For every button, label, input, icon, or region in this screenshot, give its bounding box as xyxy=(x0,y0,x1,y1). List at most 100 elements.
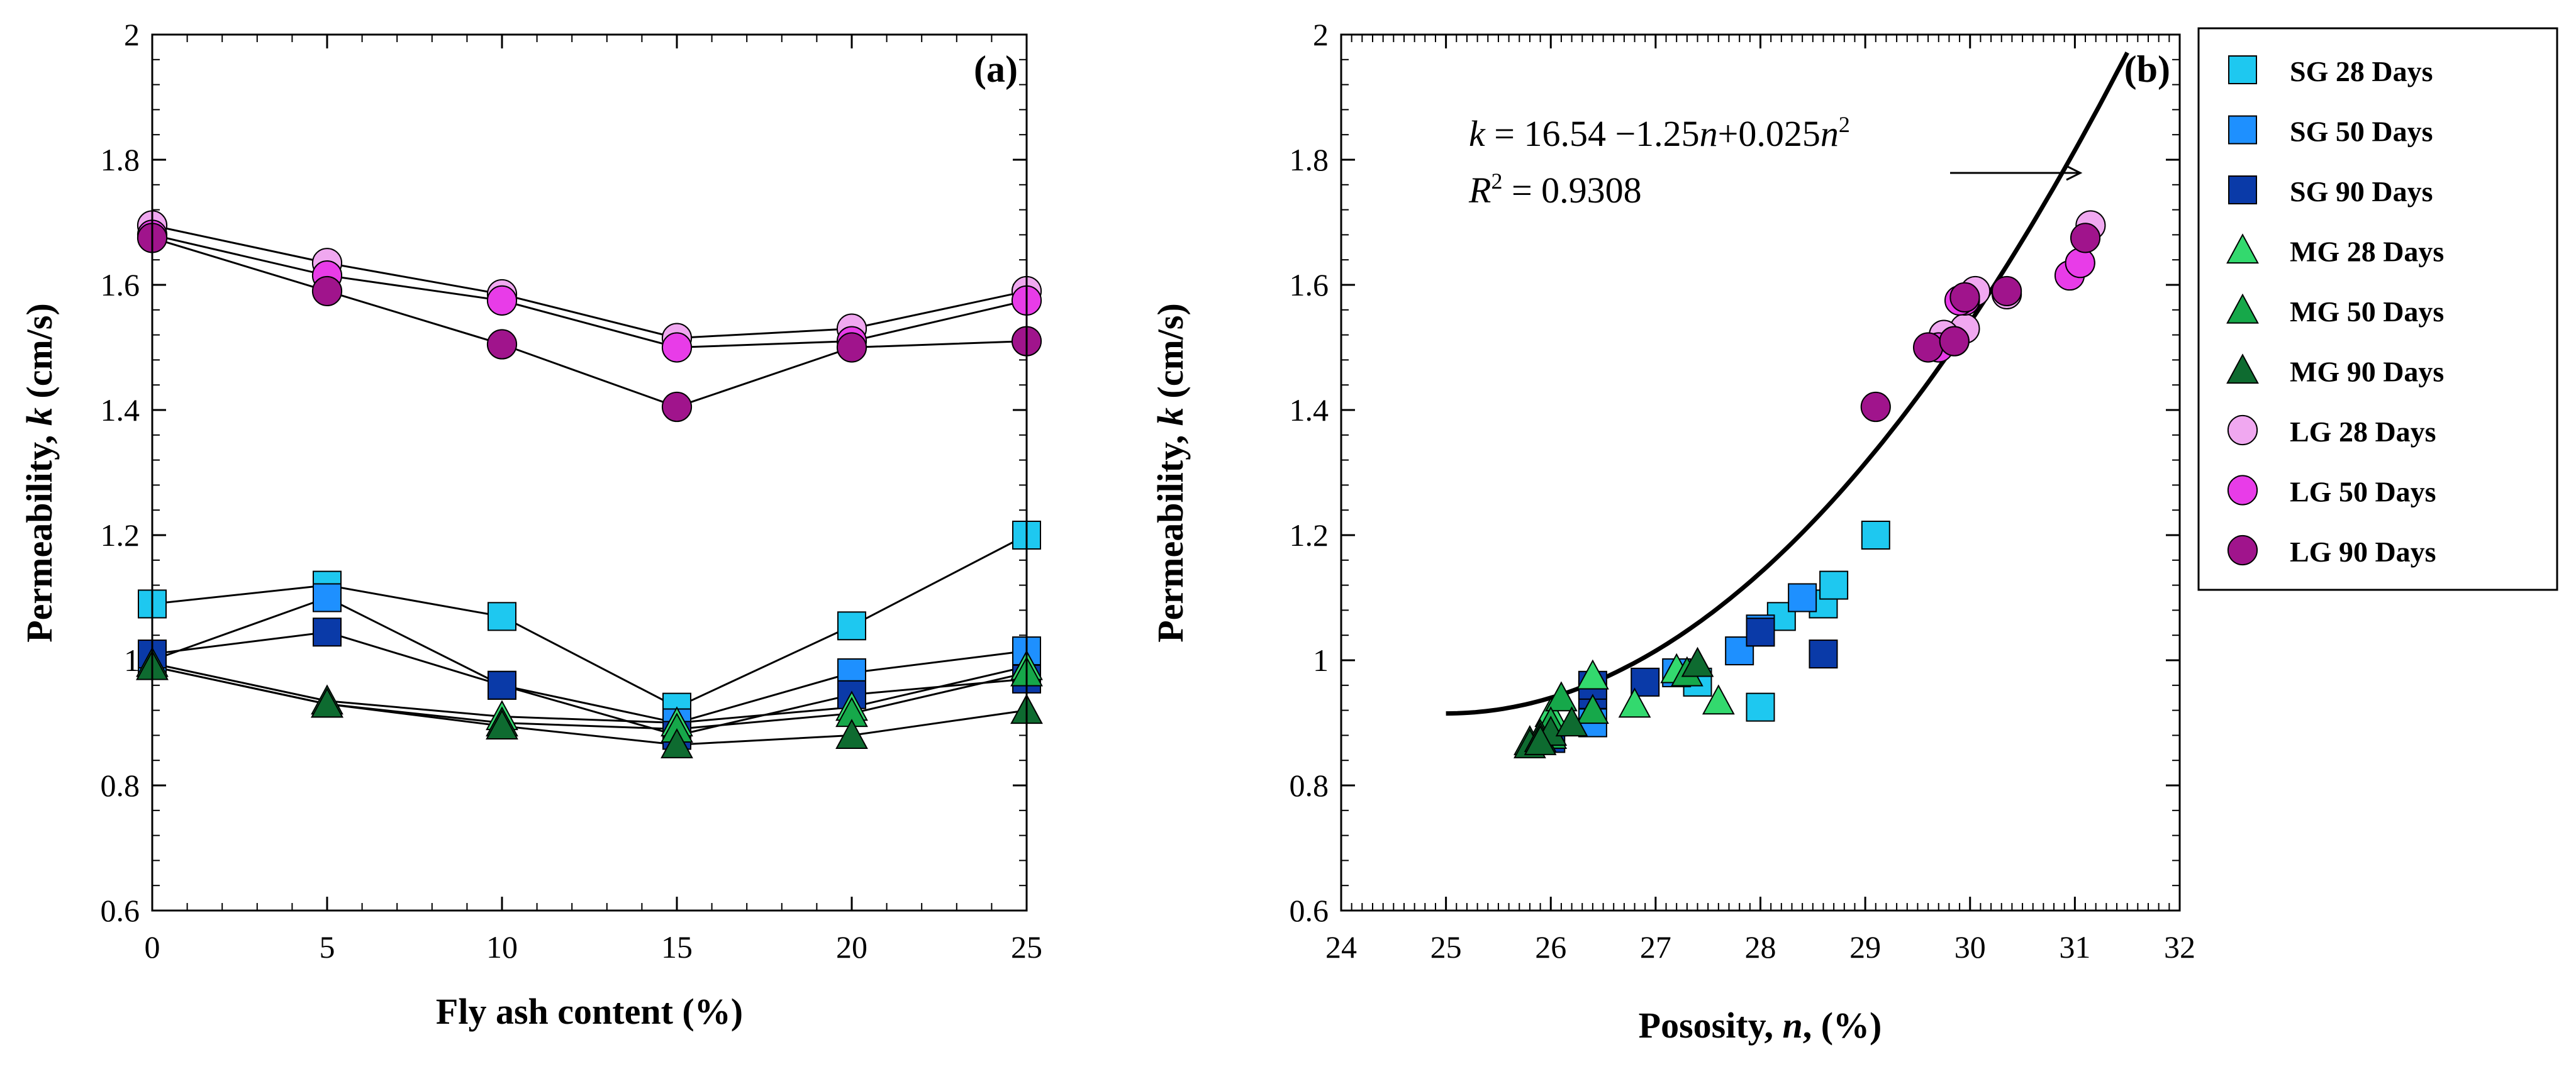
y-tick-label: 2 xyxy=(124,17,140,52)
x-tick-label: 26 xyxy=(1535,929,1566,965)
panel-a-label: (a) xyxy=(974,48,1018,90)
series-line xyxy=(152,631,1027,736)
x-tick-label: 29 xyxy=(1849,929,1881,965)
data-point xyxy=(1819,570,1849,600)
series-line xyxy=(152,665,1027,746)
legend-label: MG 50 Days xyxy=(2290,296,2444,328)
y-tick-label: 1.6 xyxy=(101,267,140,302)
y-tick-label: 0.8 xyxy=(1290,768,1329,803)
legend-marker xyxy=(2228,55,2257,84)
legend-label: SG 28 Days xyxy=(2290,55,2433,87)
x-tick-label: 24 xyxy=(1325,929,1357,965)
data-point xyxy=(836,332,867,363)
equation-sup: 2 xyxy=(1839,112,1850,137)
series-line xyxy=(152,662,1027,724)
y-tick-label: 1.4 xyxy=(1290,392,1329,428)
data-point xyxy=(661,728,693,758)
panel-a-y-axis-title: Permeability, k (cm/s) xyxy=(19,303,60,643)
data-point xyxy=(1576,659,1609,690)
y-tick-label: 1.2 xyxy=(101,518,140,553)
legend-items: SG 28 Days SG 50 Days SG 90 Days MG 28 Days… xyxy=(2226,55,2444,568)
data-point xyxy=(835,719,868,749)
legend-marker xyxy=(2226,353,2259,384)
data-point xyxy=(1576,694,1609,724)
y-tick-label: 1.2 xyxy=(1290,518,1329,553)
panel-a-frame xyxy=(151,33,1028,912)
data-point xyxy=(1524,725,1557,755)
equation-k: k xyxy=(1469,113,1486,154)
data-point xyxy=(1788,583,1817,612)
x-tick-label: 27 xyxy=(1640,929,1671,965)
panel-b-series xyxy=(1514,210,2106,758)
data-point xyxy=(837,611,866,641)
legend-item: LG 28 Days xyxy=(2227,414,2436,448)
series-line xyxy=(152,534,1027,709)
legend-label: LG 90 Days xyxy=(2290,536,2436,568)
legend-marker xyxy=(2226,233,2259,264)
r-squared-value: = 0.9308 xyxy=(1502,170,1641,211)
x-tick-label: 25 xyxy=(1430,929,1462,965)
data-point xyxy=(1809,640,1838,669)
data-point xyxy=(2065,248,2095,279)
legend-box xyxy=(2197,27,2558,591)
x-tick-label: 20 xyxy=(836,929,867,965)
data-point xyxy=(1681,646,1714,677)
data-point xyxy=(661,391,693,423)
data-point xyxy=(1618,687,1651,718)
data-point xyxy=(1861,521,1890,550)
data-point xyxy=(661,332,693,363)
data-point xyxy=(1746,692,1775,722)
data-point xyxy=(1991,275,2022,307)
panel-b-y-title-unit: (cm/s) xyxy=(1150,303,1191,407)
x-tick-label: 10 xyxy=(486,929,518,965)
series-line xyxy=(152,596,1027,724)
legend-item: LG 50 Days xyxy=(2227,475,2436,508)
y-tick-label: 1 xyxy=(124,643,140,678)
x-tick-label: 25 xyxy=(1011,929,1042,965)
y-tick-label: 0.6 xyxy=(101,893,140,928)
x-tick-label: 5 xyxy=(320,929,335,965)
legend-label: LG 50 Days xyxy=(2290,476,2436,508)
data-point xyxy=(486,285,518,316)
panel-b-x-axis-title: Pososity, n, (%) xyxy=(1639,1005,1882,1046)
legend: SG 28 Days SG 50 Days SG 90 Days MG 28 Days… xyxy=(2197,27,2558,591)
equation-n1: n xyxy=(1700,113,1718,154)
data-point xyxy=(311,275,343,307)
legend-marker xyxy=(2228,175,2257,204)
panel-a-y-title-unit: (cm/s) xyxy=(19,303,60,407)
data-point xyxy=(1555,706,1588,737)
y-tick-label: 1.6 xyxy=(1290,267,1329,302)
panel-b-label: (b) xyxy=(2124,48,2170,90)
panel-a-y-title-main: Permeability, xyxy=(19,426,60,643)
data-point xyxy=(486,709,518,740)
data-point xyxy=(488,670,516,700)
x-tick-label: 15 xyxy=(661,929,693,965)
x-tick-label: 28 xyxy=(1745,929,1776,965)
series-line xyxy=(152,224,1027,340)
y-tick-label: 1 xyxy=(1313,643,1329,678)
data-point xyxy=(488,602,516,631)
panel-b-r-squared: R2 = 0.9308 xyxy=(1468,169,1642,211)
panel-b-ticks: 0.6 0.8 1 1.2 1.4 1.6 1.8 2 24 25 26 27 28 29 30 31 32 xyxy=(1290,17,2196,965)
y-tick-label: 0.6 xyxy=(1290,893,1329,928)
panel-a-series xyxy=(136,210,1043,758)
panel-b-chart: 0.6 0.8 1 1.2 1.4 1.6 1.8 2 24 25 26 27 28 29 30 31 32 (… xyxy=(1150,17,2195,1046)
r-squared-r: R xyxy=(1468,170,1491,211)
y-tick-label: 1.8 xyxy=(101,142,140,177)
data-point xyxy=(1545,681,1578,712)
panel-b-frame xyxy=(1340,33,2181,912)
legend-item: LG 90 Days xyxy=(2227,534,2436,568)
data-point xyxy=(311,687,343,718)
panel-b-y-title-main: Permeability, xyxy=(1150,426,1191,643)
data-point xyxy=(2070,223,2101,253)
series-line xyxy=(152,233,1027,349)
legend-item: SG 50 Days xyxy=(2228,115,2433,148)
legend-label: SG 50 Days xyxy=(2290,116,2433,148)
panel-b-y-title-var: k xyxy=(1150,407,1191,426)
y-tick-label: 1.8 xyxy=(1290,142,1329,177)
data-point xyxy=(313,618,342,647)
legend-item: SG 90 Days xyxy=(2228,175,2433,208)
panel-a-ticks: 0.60.811.21.41.61.820 5 10 15 20 25 xyxy=(101,17,1043,965)
legend-item: MG 28 Days xyxy=(2226,233,2444,268)
